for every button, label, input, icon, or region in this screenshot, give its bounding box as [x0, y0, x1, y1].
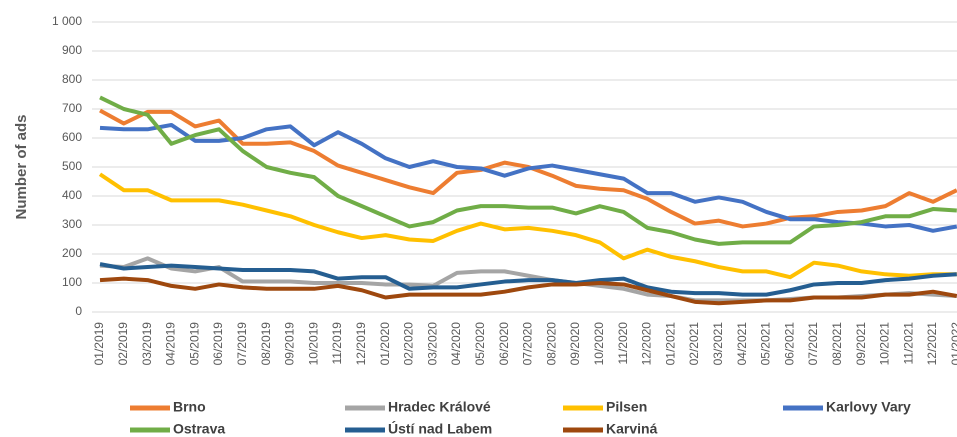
y-tick-label: 300 [62, 217, 82, 231]
x-tick-label: 03/2019 [140, 322, 154, 366]
x-tick-label: 01/2020 [378, 322, 392, 366]
x-tick-label: 04/2019 [164, 322, 178, 366]
x-tick-label: 05/2019 [187, 322, 201, 366]
x-tick-label: 11/2021 [901, 322, 915, 365]
legend-label: Ústí nad Labem [388, 420, 492, 437]
x-tick-label: 07/2019 [235, 322, 249, 366]
y-tick-label: 0 [75, 304, 82, 318]
x-tick-label: 11/2019 [330, 322, 344, 365]
y-tick-label: 500 [62, 159, 82, 173]
x-tick-label: 05/2021 [759, 322, 773, 366]
legend-label: Karviná [606, 421, 658, 437]
x-tick-label: 01/2019 [92, 322, 106, 366]
y-tick-label: 900 [62, 43, 82, 57]
y-tick-label: 800 [62, 72, 82, 86]
x-tick-label: 04/2021 [735, 322, 749, 366]
x-tick-label: 10/2020 [592, 322, 606, 366]
x-tick-label: 09/2021 [854, 322, 868, 366]
series-line [99, 122, 957, 233]
x-tick-label: 09/2019 [283, 322, 297, 366]
x-tick-label: 12/2019 [354, 322, 368, 366]
x-tick-label: 09/2020 [568, 322, 582, 366]
series-line [98, 172, 957, 280]
y-axis-title: Number of ads [13, 114, 30, 219]
series-line [99, 276, 957, 306]
x-tick-label: 07/2021 [806, 322, 820, 366]
x-tick-label: 08/2019 [259, 322, 273, 366]
x-tick-label: 04/2020 [449, 322, 463, 366]
y-tick-label: 400 [62, 188, 82, 202]
legend-label: Pilsen [606, 399, 647, 415]
x-tick-label: 08/2021 [830, 322, 844, 366]
x-tick-label: 02/2021 [687, 322, 701, 366]
x-tick-label: 01/2021 [663, 322, 677, 366]
y-tick-label: 100 [62, 275, 82, 289]
x-tick-label: 12/2021 [925, 322, 939, 366]
x-tick-label: 02/2019 [116, 322, 130, 366]
x-tick-label: 03/2020 [425, 322, 439, 366]
x-tick-label: 03/2021 [711, 322, 725, 366]
x-tick-label: 06/2021 [782, 322, 796, 366]
y-tick-label: 700 [62, 101, 82, 115]
x-tick-label: 07/2020 [521, 322, 535, 366]
x-tick-label: 10/2021 [878, 322, 892, 366]
legend-label: Hradec Králové [388, 399, 491, 415]
x-tick-label: 10/2019 [306, 322, 320, 366]
y-tick-label: 600 [62, 130, 82, 144]
legend-label: Ostrava [173, 421, 225, 437]
x-tick-label: 08/2020 [544, 322, 558, 366]
legend-label: Brno [173, 399, 206, 415]
series-line [99, 95, 957, 246]
legend-label: Karlovy Vary [826, 399, 911, 415]
x-tick-label: 06/2019 [211, 322, 225, 366]
x-tick-label: 12/2020 [640, 322, 654, 366]
series-line [99, 262, 957, 297]
x-tick-label: 05/2020 [473, 322, 487, 366]
x-tick-label: 06/2020 [497, 322, 511, 366]
y-tick-label: 200 [62, 246, 82, 260]
x-tick-label: 02/2020 [402, 322, 416, 366]
y-tick-label: 1 000 [52, 14, 82, 28]
x-tick-label: 01/2022 [949, 322, 957, 366]
x-tick-label: 11/2020 [616, 322, 630, 365]
